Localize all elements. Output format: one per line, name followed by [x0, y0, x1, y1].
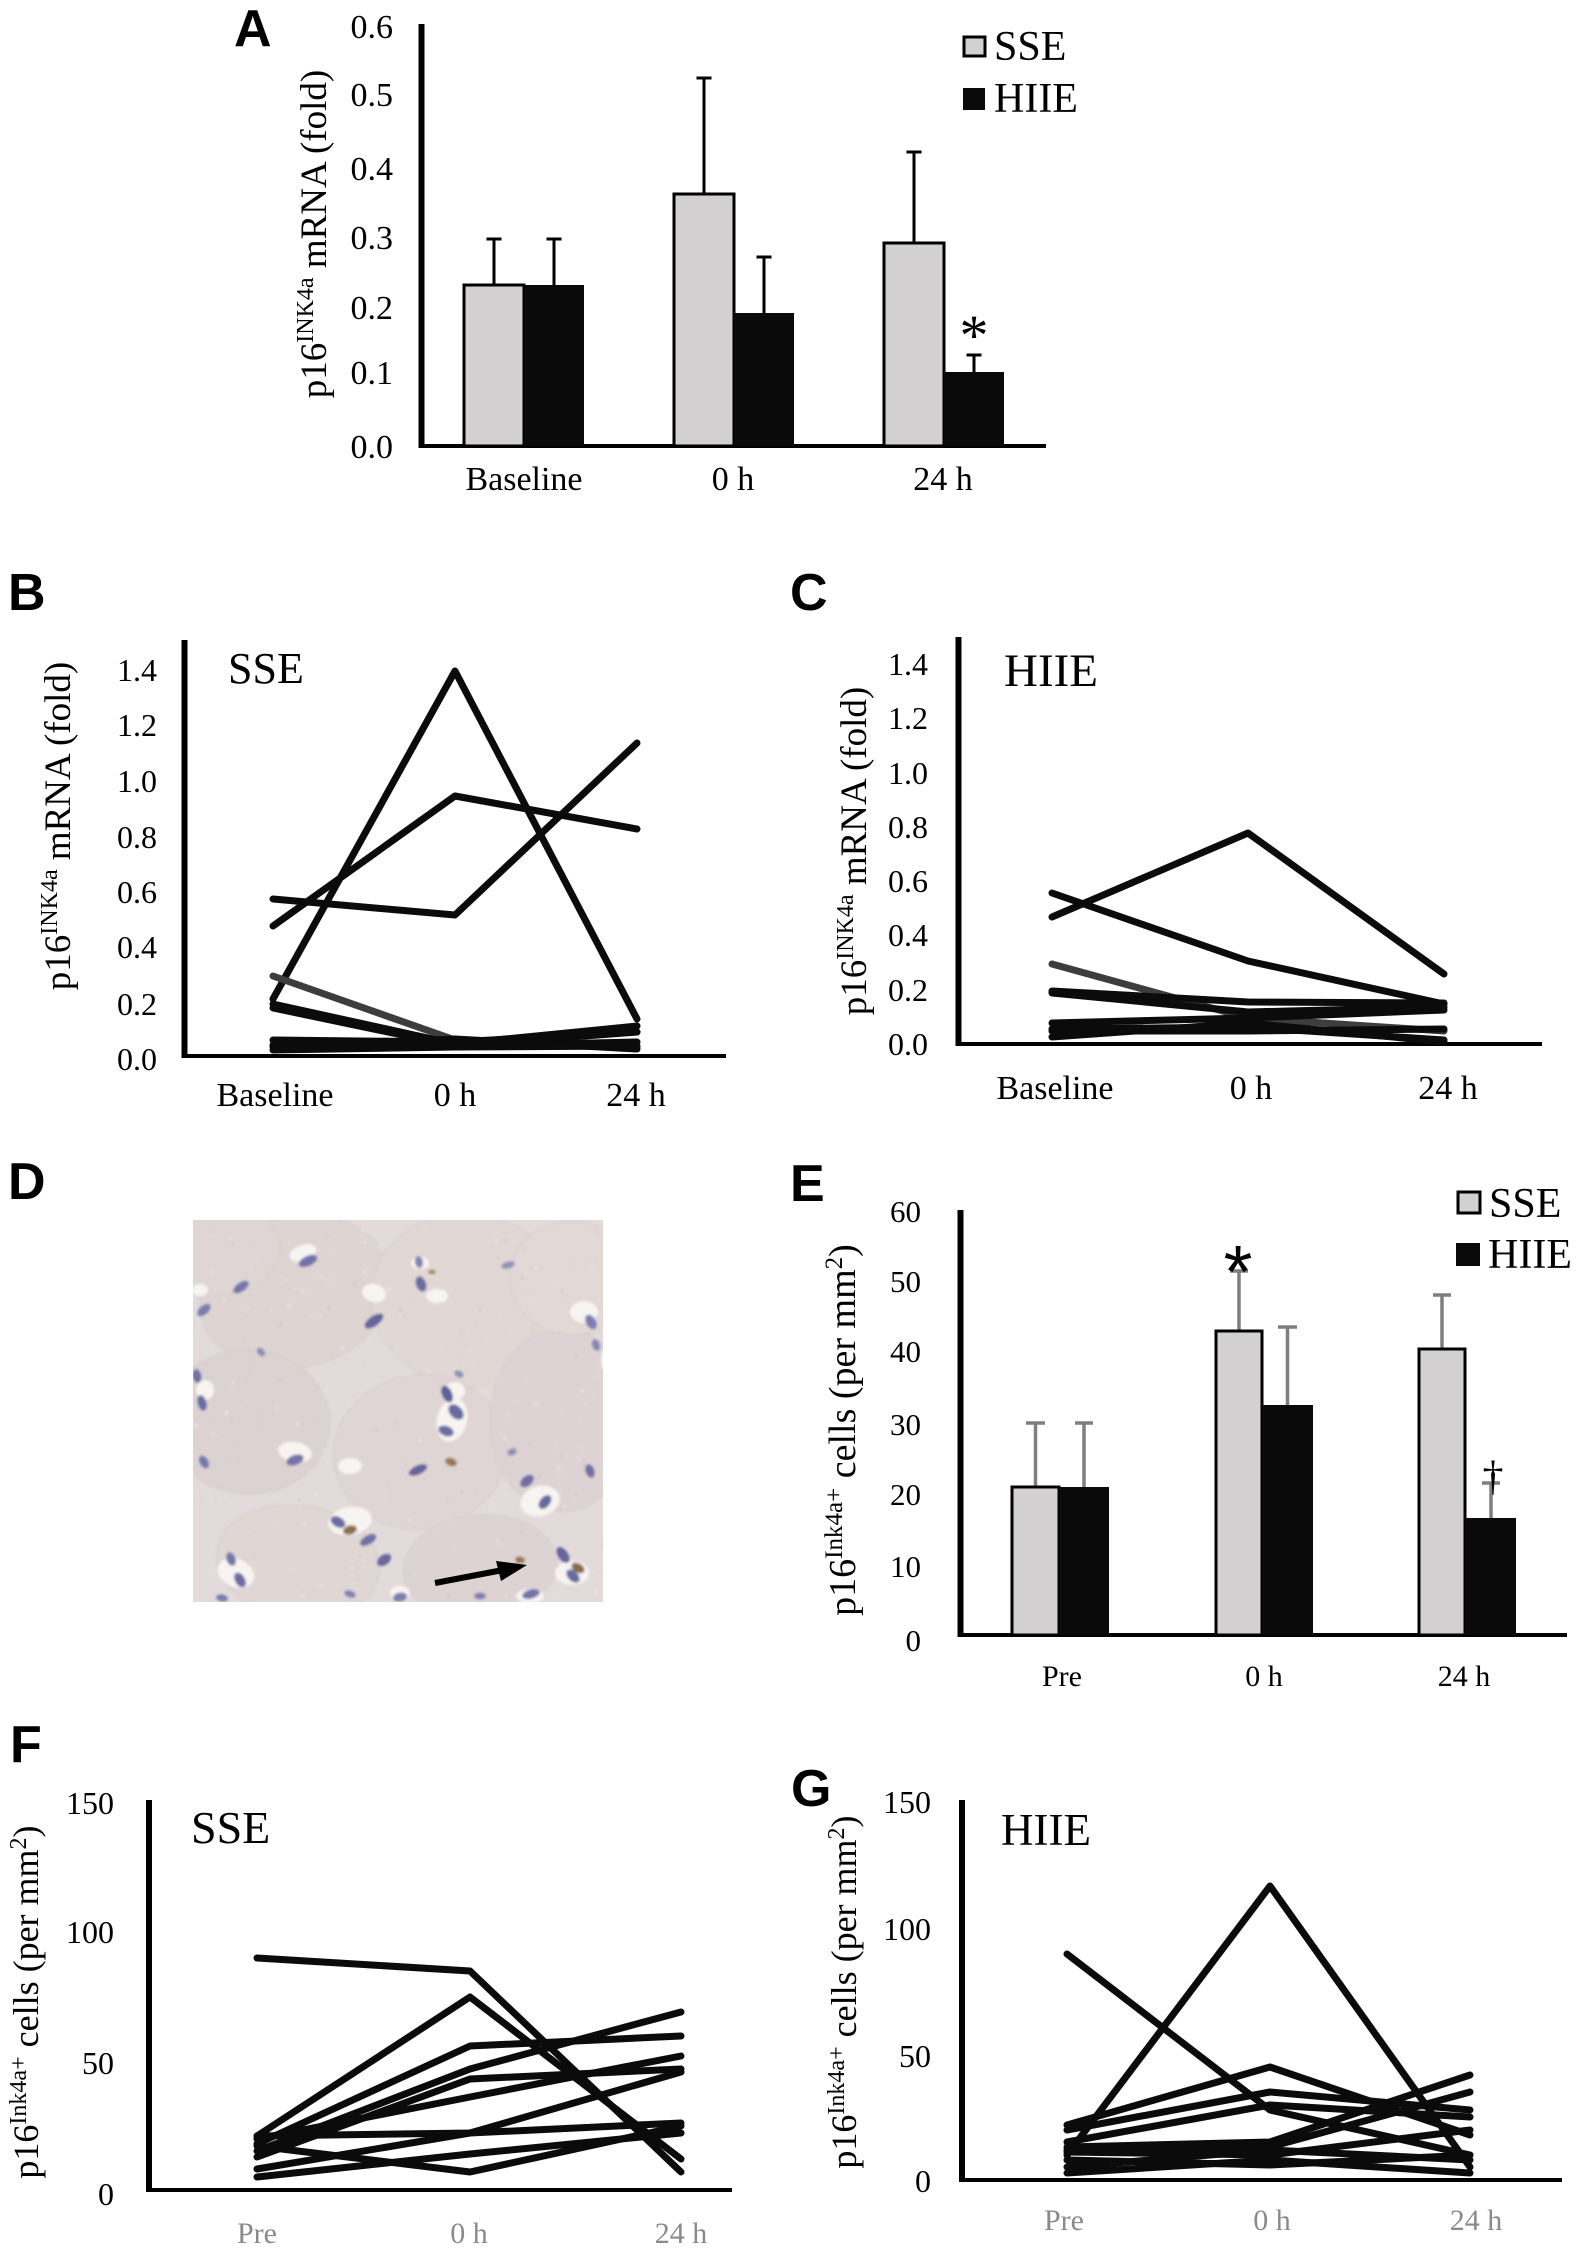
svg-text:0.0: 0.0	[888, 1026, 928, 1062]
svg-text:1.4: 1.4	[888, 646, 928, 682]
svg-text:40: 40	[890, 1334, 921, 1369]
svg-text:E: E	[790, 1155, 825, 1213]
svg-text:24 h: 24 h	[913, 461, 973, 498]
svg-text:A: A	[234, 0, 272, 58]
svg-text:1.0: 1.0	[117, 763, 157, 799]
svg-text:50: 50	[82, 2045, 114, 2081]
svg-text:SSE: SSE	[1489, 1181, 1561, 1227]
svg-text:0.2: 0.2	[888, 972, 928, 1008]
svg-text:0.4: 0.4	[351, 151, 394, 188]
svg-text:0.6: 0.6	[888, 863, 928, 899]
svg-text:0: 0	[98, 2176, 114, 2212]
svg-text:0.1: 0.1	[351, 355, 394, 392]
svg-text:0.4: 0.4	[888, 917, 928, 953]
svg-text:10: 10	[890, 1549, 921, 1584]
svg-text:1.2: 1.2	[888, 700, 928, 736]
svg-text:p16Ink4a+ cells (per mm2): p16Ink4a+ cells (per mm2)	[824, 1815, 864, 2168]
svg-text:HIIE: HIIE	[994, 76, 1078, 122]
svg-text:20: 20	[890, 1477, 921, 1512]
svg-text:†: †	[1483, 1454, 1504, 1500]
svg-text:0.8: 0.8	[888, 809, 928, 845]
svg-text:SSE: SSE	[228, 644, 304, 693]
svg-text:0.6: 0.6	[117, 874, 157, 910]
svg-text:HIIE: HIIE	[1001, 1805, 1091, 1855]
svg-text:0.6: 0.6	[351, 9, 394, 46]
svg-text:HIIE: HIIE	[1488, 1232, 1572, 1278]
svg-text:30: 30	[890, 1407, 921, 1442]
svg-text:p16INK4a mRNA (fold): p16INK4a mRNA (fold)	[37, 662, 79, 990]
svg-text:0.8: 0.8	[117, 819, 157, 855]
svg-text:1.2: 1.2	[117, 707, 157, 743]
svg-text:0.4: 0.4	[117, 929, 157, 965]
svg-text:D: D	[8, 1153, 46, 1211]
svg-text:*: *	[960, 303, 989, 368]
svg-text:150: 150	[883, 1784, 931, 1820]
svg-text:p16INK4a mRNA (fold): p16INK4a mRNA (fold)	[833, 687, 875, 1015]
svg-text:B: B	[8, 564, 46, 622]
svg-text:150: 150	[66, 1785, 114, 1821]
svg-text:F: F	[10, 1716, 42, 1774]
svg-text:24 h: 24 h	[1450, 2204, 1503, 2237]
svg-text:100: 100	[66, 1914, 114, 1950]
svg-text:Pre: Pre	[1044, 2204, 1084, 2237]
svg-text:Baseline: Baseline	[465, 461, 582, 498]
svg-text:Pre: Pre	[237, 2217, 277, 2250]
svg-text:p16INK4a mRNA (fold): p16INK4a mRNA (fold)	[293, 70, 335, 398]
svg-text:0.2: 0.2	[117, 986, 157, 1022]
svg-text:Baseline: Baseline	[216, 1077, 333, 1114]
svg-text:100: 100	[883, 1911, 931, 1947]
svg-text:24 h: 24 h	[1418, 1070, 1478, 1107]
svg-text:0 h: 0 h	[1253, 2204, 1291, 2237]
svg-text:SSE: SSE	[191, 1802, 270, 1853]
svg-text:0.3: 0.3	[351, 220, 394, 257]
svg-text:24 h: 24 h	[1438, 1660, 1491, 1693]
svg-text:0 h: 0 h	[1230, 1070, 1273, 1107]
svg-text:1.4: 1.4	[117, 652, 157, 688]
svg-text:24 h: 24 h	[655, 2217, 708, 2250]
svg-text:24 h: 24 h	[606, 1077, 666, 1114]
svg-text:0: 0	[906, 1623, 922, 1658]
svg-text:0 h: 0 h	[712, 461, 755, 498]
svg-text:0 h: 0 h	[450, 2217, 488, 2250]
svg-text:C: C	[790, 564, 828, 622]
svg-text:0.0: 0.0	[117, 1041, 157, 1077]
svg-text:0.0: 0.0	[351, 429, 394, 466]
svg-text:HIIE: HIIE	[1004, 645, 1098, 697]
svg-text:*: *	[1224, 1230, 1253, 1313]
svg-text:0 h: 0 h	[434, 1077, 477, 1114]
svg-text:1.0: 1.0	[888, 755, 928, 791]
svg-text:50: 50	[890, 1264, 921, 1299]
svg-text:0: 0	[915, 2163, 931, 2199]
svg-text:p16Ink4a+ cells (per mm2): p16Ink4a+ cells (per mm2)	[6, 1825, 46, 2178]
svg-text:G: G	[791, 1760, 831, 1818]
svg-text:SSE: SSE	[994, 24, 1066, 70]
svg-text:p16Ink4a+ cells (per mm2): p16Ink4a+ cells (per mm2)	[821, 1244, 864, 1616]
svg-text:0.2: 0.2	[351, 290, 394, 327]
svg-text:0 h: 0 h	[1245, 1660, 1283, 1693]
svg-text:60: 60	[890, 1194, 921, 1229]
svg-text:Pre: Pre	[1042, 1660, 1082, 1693]
svg-text:Baseline: Baseline	[996, 1070, 1113, 1107]
svg-text:50: 50	[899, 2038, 931, 2074]
svg-text:0.5: 0.5	[351, 77, 394, 114]
